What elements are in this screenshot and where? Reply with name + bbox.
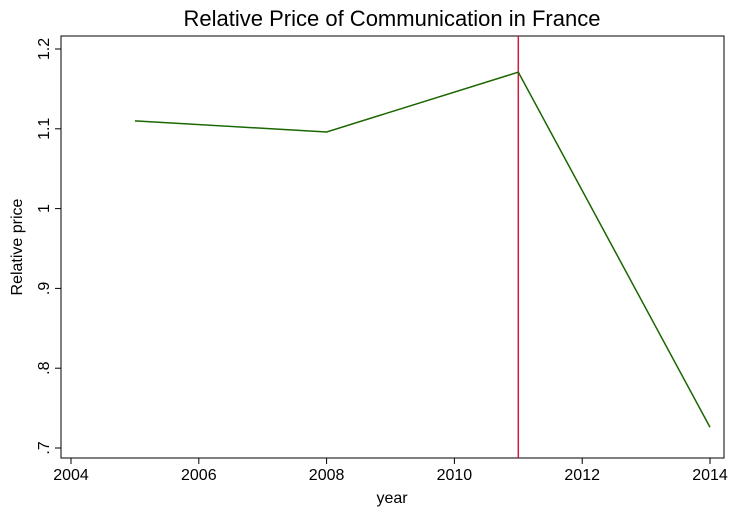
y-tick-label: .7	[36, 441, 53, 454]
x-tick-label: 2004	[53, 467, 89, 484]
y-axis-label: Relative price	[9, 198, 26, 295]
x-tick-label: 2012	[564, 467, 600, 484]
plot-frame	[60, 35, 725, 459]
line-series	[134, 71, 711, 428]
x-axis-label: year	[376, 490, 408, 507]
x-tick-label: 2010	[437, 467, 473, 484]
x-tick-label: 2014	[692, 467, 728, 484]
x-tick-label: 2006	[181, 467, 217, 484]
y-tick-label: 1.1	[36, 118, 53, 140]
y-tick-label: .8	[36, 361, 53, 374]
y-tick-label: .9	[36, 282, 53, 295]
x-tick-label: 2008	[309, 467, 345, 484]
chart-title: Relative Price of Communication in Franc…	[184, 6, 601, 31]
y-tick-label: 1.2	[36, 38, 53, 60]
y-tick-label: 1	[36, 204, 53, 213]
